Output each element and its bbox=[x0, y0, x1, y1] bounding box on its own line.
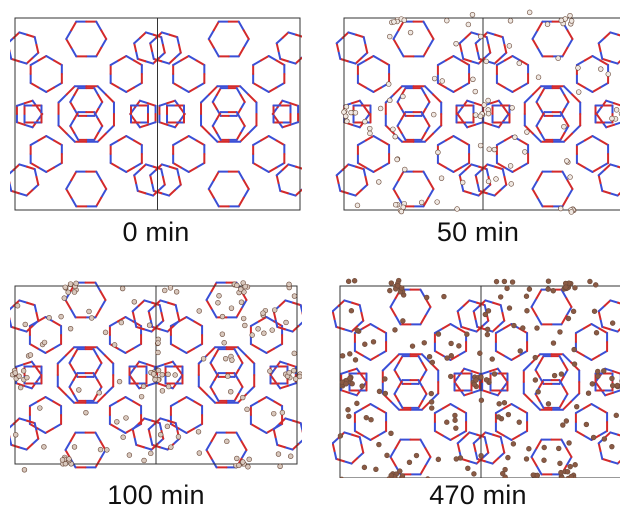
panel-caption: 50 min bbox=[436, 217, 520, 247]
panel-caption: 0 min bbox=[122, 217, 190, 247]
framework-structure-image bbox=[10, 17, 302, 211]
framework-network bbox=[335, 20, 620, 208]
framework-structure-image bbox=[332, 277, 620, 478]
adsorbate-molecules bbox=[341, 9, 620, 215]
adsorbate-molecules bbox=[337, 277, 620, 478]
adsorbate-molecules bbox=[10, 280, 302, 473]
framework-structure-image bbox=[10, 280, 302, 473]
framework-network bbox=[10, 20, 302, 208]
structure-panel-100min: 100 min bbox=[10, 258, 302, 516]
framework-network bbox=[332, 288, 620, 476]
framework-structure-image bbox=[335, 9, 620, 215]
structure-panel-470min: 470 min bbox=[332, 258, 620, 516]
structure-panel-50min: 50 min bbox=[332, 0, 620, 258]
structure-panel-0min: 0 min bbox=[10, 0, 302, 258]
panel-caption: 100 min bbox=[107, 480, 205, 510]
panel-caption: 470 min bbox=[429, 480, 527, 510]
